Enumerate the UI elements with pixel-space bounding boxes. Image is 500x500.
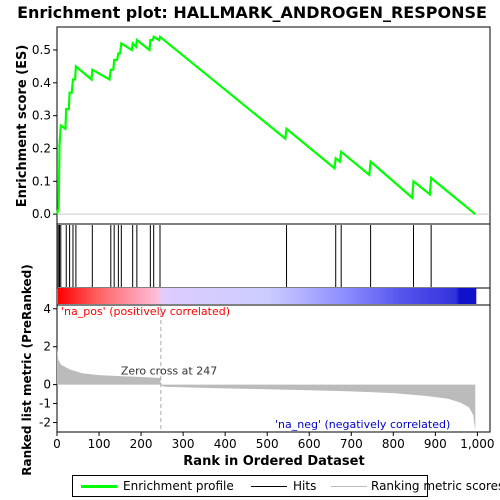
x-tick-label: 400 <box>214 437 237 451</box>
ranked-y-tick-label: -2 <box>39 416 51 430</box>
ranked-y-tick-label: 4 <box>43 302 51 316</box>
ranking-color-bar <box>58 288 477 304</box>
x-tick-label: 600 <box>298 437 321 451</box>
x-tick-label: 0 <box>53 437 61 451</box>
es-y-tick-label: 0.1 <box>32 174 51 188</box>
zero-cross-label: Zero cross at 247 <box>121 365 217 378</box>
x-tick-label: 500 <box>256 437 279 451</box>
chart-canvas: Enrichment plot: HALLMARK_ANDROGEN_RESPO… <box>15 3 495 476</box>
enrichment-profile-line <box>55 34 476 216</box>
legend: Enrichment profile Hits Ranking metric s… <box>72 475 500 497</box>
x-tick-label: 900 <box>424 437 447 451</box>
ranked-plot-frame <box>56 304 491 433</box>
es-y-tick-label: 0.5 <box>32 43 51 57</box>
ranked-y-ticks: 4 2 0 -1 -2 <box>39 302 57 430</box>
x-tick-label: 800 <box>382 437 405 451</box>
ranked-y-tick-label: -1 <box>39 397 51 411</box>
es-y-tick-label: 0.2 <box>32 141 51 155</box>
es-y-tick-label: 0.4 <box>32 76 51 90</box>
es-plot-frame <box>56 26 491 225</box>
ranked-metric-panel: 'na_pos' (positively correlated) 'na_neg… <box>20 264 495 476</box>
x-tick-label: 300 <box>172 437 195 451</box>
ranked-y-axis-label: Ranked list metric (PreRanked) <box>20 264 34 475</box>
es-y-tick-label: 0.0 <box>32 207 51 221</box>
legend-enrichment-profile: Enrichment profile <box>123 479 234 493</box>
legend-hits: Hits <box>293 479 317 493</box>
ranking-metric-area <box>57 348 476 430</box>
ranked-y-tick-label: 0 <box>43 378 51 392</box>
legend-hits-swatch <box>251 486 287 487</box>
x-tick-label: 100 <box>88 437 111 451</box>
negative-correlation-label: 'na_neg' (negatively correlated) <box>275 418 450 431</box>
x-axis-label: Rank in Ordered Dataset <box>183 454 364 469</box>
es-y-ticks: 0.0 0.1 0.2 0.3 0.4 0.5 <box>32 43 57 221</box>
x-tick-label: 200 <box>130 437 153 451</box>
es-y-axis-label: Enrichment score (ES) <box>15 45 30 208</box>
legend-ranking-metric-scores: Ranking metric scores <box>371 479 500 493</box>
hit-lines <box>57 225 432 287</box>
es-y-tick-label: 0.3 <box>32 109 51 123</box>
legend-enrichment-swatch <box>81 485 117 488</box>
hits-frame <box>56 223 491 289</box>
x-tick-label: 1,000 <box>460 437 494 451</box>
legend-ranking-swatch <box>331 486 367 487</box>
x-axis-ticks: 0 100 200 300 400 500 600 700 800 900 1,000 <box>53 432 495 451</box>
hits-panel <box>56 223 491 289</box>
enrichment-score-panel: 0.0 0.1 0.2 0.3 0.4 0.5 Enrichment score (ES) <box>15 26 491 225</box>
chart-title: Enrichment plot: HALLMARK_ANDROGEN_RESPO… <box>17 3 487 22</box>
ranked-y-tick-label: 2 <box>43 340 51 354</box>
ranking-color-bar-panel <box>56 287 491 306</box>
x-tick-label: 700 <box>340 437 363 451</box>
positive-correlation-label: 'na_pos' (positively correlated) <box>61 305 230 318</box>
